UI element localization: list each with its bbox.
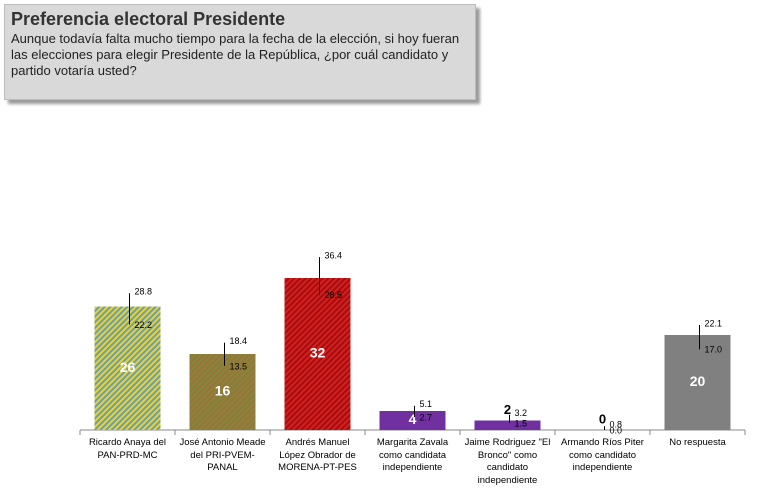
range-low-label: 0.0	[610, 425, 623, 435]
range-low-label: 13.5	[230, 361, 248, 371]
value-label: 2	[504, 402, 511, 417]
value-label: 26	[120, 359, 136, 375]
range-low-label: 17.0	[705, 345, 723, 355]
range-low-label: 1.5	[515, 418, 528, 428]
range-high-label: 36.4	[325, 250, 343, 260]
range-high-label: 18.4	[230, 336, 248, 346]
range-low-label: 2.7	[420, 413, 433, 423]
bar	[94, 306, 161, 430]
bar	[189, 354, 256, 430]
range-low-label: 28.5	[325, 290, 343, 300]
bar	[474, 420, 541, 430]
x-tick-label: Margarita Zavala como candidata independ…	[376, 437, 449, 473]
x-tick-label: Armando Ríos Piter como candidato indepe…	[561, 437, 644, 473]
range-high-label: 22.1	[705, 318, 723, 328]
range-high-label: 5.1	[420, 399, 433, 409]
value-label: 4	[409, 411, 417, 427]
x-tick-label: José Antonio Meade del PRI-PVEM-PANAL	[179, 437, 266, 473]
chart-subtitle: Aunque todavía falta mucho tiempo para l…	[11, 31, 460, 78]
x-tick-label: Jaime Rodriguez "El Bronco" como candida…	[464, 437, 551, 486]
x-tick-label: Ricardo Anaya del PAN-PRD-MC	[88, 437, 167, 461]
value-label: 20	[690, 373, 706, 389]
x-tick-label: No respuesta	[669, 437, 726, 448]
range-high-label: 28.8	[135, 287, 153, 297]
range-high-label: 3.2	[515, 408, 528, 418]
chart-title: Preferencia electoral Presidente	[11, 9, 286, 29]
x-tick-label: Andrés Manuel López Obrador de MORENA-PT…	[278, 437, 357, 473]
value-label: 16	[215, 383, 231, 399]
bar	[379, 411, 446, 430]
value-label: 32	[310, 345, 326, 361]
range-high-label: 0.8	[610, 420, 623, 430]
header-box: Preferencia electoral Presidente Aunque …	[4, 4, 476, 100]
range-low-label: 22.2	[135, 320, 153, 330]
bar	[284, 278, 351, 430]
value-label: 0	[599, 411, 606, 426]
bar	[664, 335, 731, 430]
